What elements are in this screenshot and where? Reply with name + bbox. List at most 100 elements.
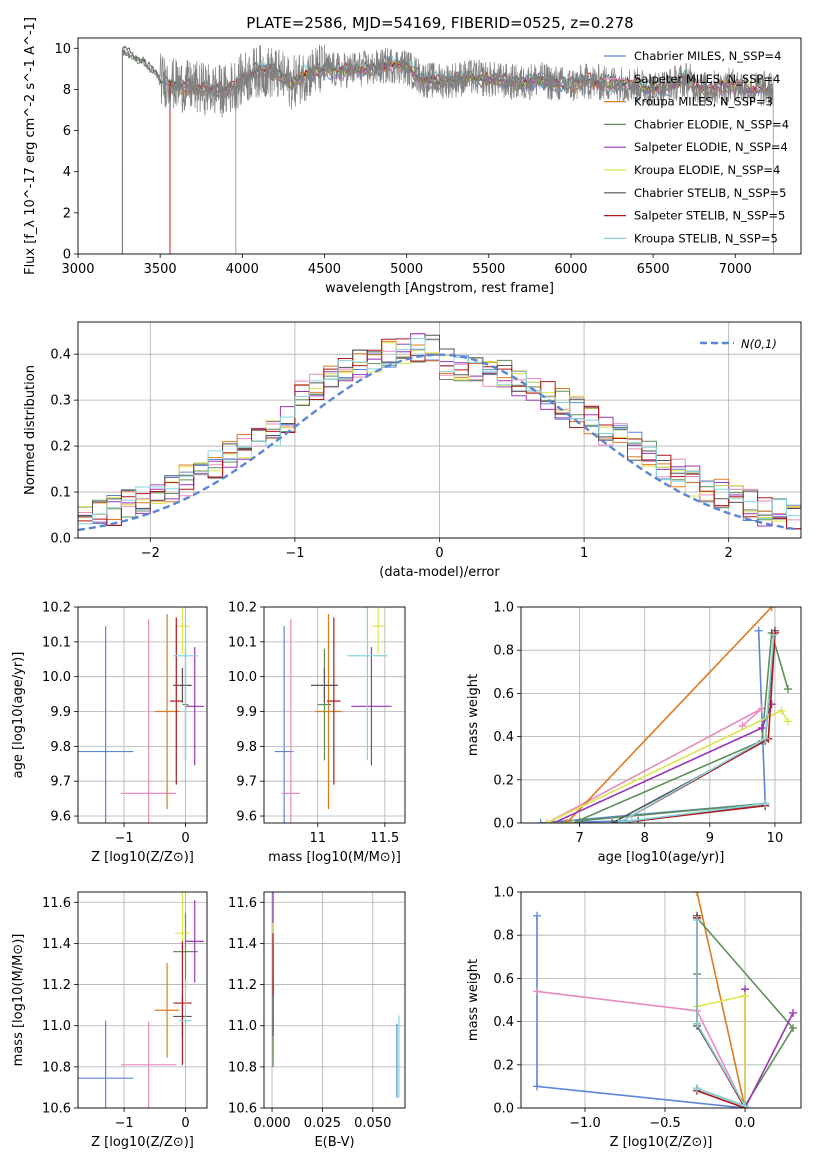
axis-ticks: 11 11.5 9.6 9.7 9.8 9.9 10.0 10.1 10.2 — [228, 601, 399, 847]
y-tick-label: 10.1 — [228, 635, 257, 650]
weight-marker — [575, 816, 584, 823]
y-tick-label: 10.2 — [228, 601, 257, 616]
y-tick-label: 0.6 — [493, 687, 514, 702]
y-tick-label: 0.2 — [493, 773, 514, 788]
y-tick-label: 9.6 — [50, 810, 71, 825]
y-tick-label: 0.0 — [493, 817, 514, 832]
y-tick-label: 10 — [54, 42, 71, 57]
y-axis-label: age [log10(age/yr)] — [11, 652, 26, 779]
plot-area — [272, 892, 400, 1098]
x-tick-label: −1.0 — [569, 1116, 601, 1131]
y-tick-label: 0.8 — [493, 644, 514, 659]
weight-series-line — [618, 632, 776, 823]
x-tick-label: 0.050 — [354, 1116, 391, 1131]
error-bar-point — [371, 607, 385, 655]
weight-series-line — [536, 915, 746, 1108]
axis-ticks: 3000 3500 4000 4500 5000 5500 6000 6500 7000 0 2 4 6… — [54, 42, 751, 277]
weight-marker — [761, 799, 770, 808]
legend-entry: Chabrier ELODIE, N_SSP=4 — [634, 117, 789, 131]
weight-marker — [536, 819, 545, 823]
weight-marker — [761, 734, 770, 743]
y-tick-label: 0.4 — [50, 348, 71, 363]
y-tick-label: 10.2 — [42, 601, 71, 616]
panel-mass-vs-Z: −1 0 10.6 10.8 11.0 11.2 11.4 11.6 Z [log10(Z/Z⊙… — [11, 891, 208, 1150]
y-axis-label: mass [log10(M/M⊙)] — [11, 934, 26, 1067]
panel-weight-vs-age: 7 8 9 10 0.0 0.2 0.4 0.6 0.8 1.0 age [log10(age/yr… — [466, 601, 802, 865]
y-tick-label: 1.0 — [493, 886, 514, 901]
x-tick-label: 4000 — [226, 262, 259, 277]
error-bar-point — [351, 647, 392, 766]
error-bar-point — [121, 1021, 177, 1108]
x-axis-label: (data-model)/error — [379, 565, 500, 580]
weight-marker — [777, 706, 786, 715]
y-axis-label: mass weight — [466, 674, 481, 756]
axes-frame — [77, 891, 208, 1109]
x-tick-label: 11 — [309, 831, 326, 846]
weight-marker — [627, 816, 636, 823]
y-tick-label: 0.0 — [493, 1102, 514, 1117]
weight-marker — [789, 1008, 797, 1017]
panel-spectrum: 3000 3500 4000 4500 5000 5500 6000 6500 7000 0 2 4 6… — [23, 17, 802, 296]
y-tick-label: 11.2 — [42, 978, 71, 993]
x-tick-label: 7 — [575, 831, 583, 846]
weight-marker — [757, 723, 766, 732]
x-axis-label: mass [log10(M/M⊙)] — [268, 850, 401, 865]
weight-marker — [741, 991, 749, 1000]
y-tick-label: 8 — [63, 83, 71, 98]
legend-entry: N(0,1) — [741, 337, 777, 351]
weight-marker — [769, 631, 778, 640]
weight-series-line — [565, 607, 773, 823]
residual-legend: N(0,1) — [700, 337, 777, 351]
y-tick-label: 0.1 — [50, 486, 71, 501]
x-tick-label: 5000 — [390, 262, 423, 277]
error-bar-point — [78, 626, 134, 823]
plot-area — [536, 607, 792, 823]
y-tick-label: 11.2 — [228, 978, 257, 993]
weight-series-line — [536, 990, 746, 1108]
panel-age-vs-Z: −1 0 9.6 9.7 9.8 9.9 10.0 10.1 10.2 Z [log10(Z/Z⊙… — [11, 601, 208, 865]
weight-series-line — [540, 630, 767, 823]
axes-frame — [77, 37, 802, 255]
x-tick-label: 0.0 — [735, 1116, 756, 1131]
y-tick-label: 10.0 — [42, 670, 71, 685]
y-tick-label: 1.0 — [493, 601, 514, 616]
x-tick-label: 3500 — [144, 262, 177, 277]
weight-marker — [533, 1082, 541, 1091]
x-tick-label: 0 — [181, 831, 189, 846]
x-tick-label: −1 — [114, 1116, 133, 1131]
weight-marker — [741, 1101, 749, 1108]
y-tick-label: 0.3 — [50, 394, 71, 409]
error-bar-point — [173, 607, 198, 761]
weight-marker — [614, 819, 623, 823]
error-bar-point — [121, 619, 177, 823]
y-axis-label: Normed distribution — [23, 365, 38, 495]
x-tick-label: −0.5 — [649, 1116, 681, 1131]
weight-marker — [767, 607, 776, 611]
plot-area — [274, 607, 392, 823]
error-bar-point — [185, 647, 204, 766]
axes-frame — [77, 321, 802, 539]
x-tick-label: −1 — [285, 546, 304, 561]
plot-area — [78, 607, 204, 823]
y-tick-label: 9.7 — [50, 775, 71, 790]
error-bar-point — [347, 607, 388, 761]
x-tick-label: 4500 — [308, 262, 341, 277]
weight-marker — [754, 626, 763, 635]
x-tick-label: 9 — [706, 831, 714, 846]
weight-marker — [693, 1019, 701, 1028]
plot-area — [78, 333, 801, 532]
x-tick-label: 11.5 — [370, 831, 399, 846]
weight-series-line — [696, 920, 747, 1108]
error-bar-point — [173, 941, 192, 1065]
panel-mass-vs-EBV: 0.000 0.025 0.050 10.6 10.8 11.0 11.2 11.4 11.6 E… — [228, 891, 406, 1150]
error-bar-point — [185, 900, 204, 983]
y-tick-label: 0.2 — [50, 440, 71, 455]
y-tick-label: 9.6 — [236, 810, 257, 825]
x-axis-label: Z [log10(Z/Z⊙)] — [91, 850, 194, 865]
x-tick-label: 6000 — [554, 262, 587, 277]
error-bar-point — [317, 648, 332, 761]
axis-ticks: −1 0 10.6 10.8 11.0 11.2 11.4 11.6 — [42, 896, 190, 1131]
weight-marker — [783, 717, 792, 726]
x-tick-label: 10 — [767, 831, 784, 846]
